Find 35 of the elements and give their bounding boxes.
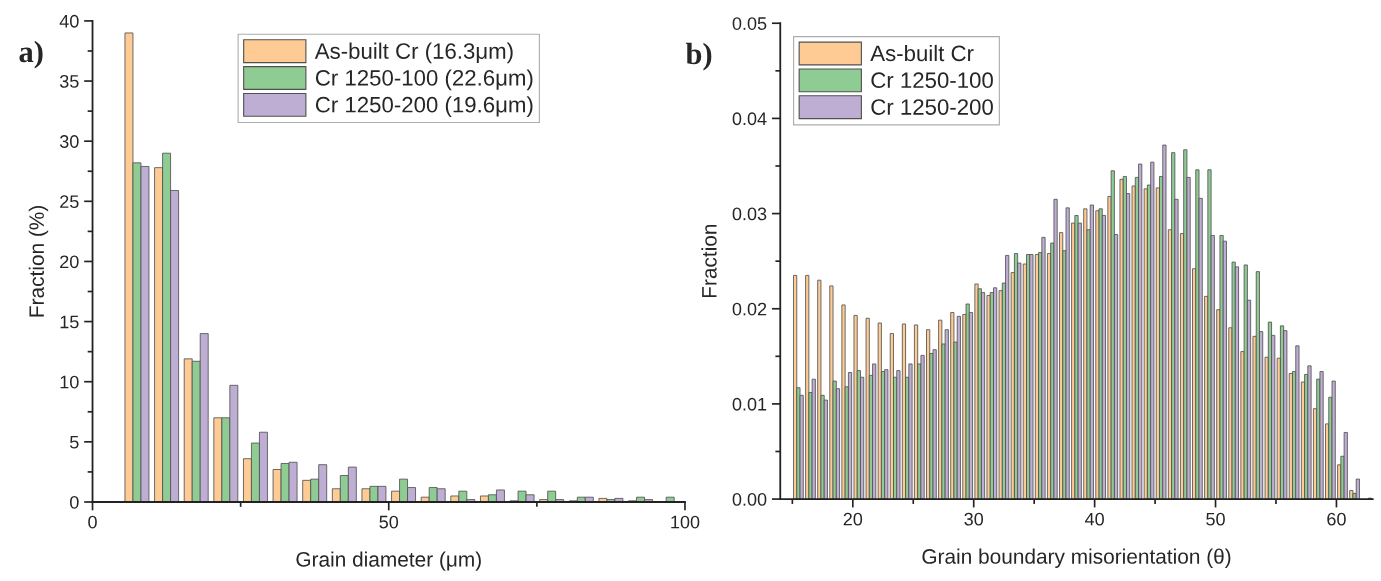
legend-label: Cr 1250-200: [871, 99, 993, 115]
x-tick-label: 60: [1327, 512, 1346, 526]
y-tick-label: 0.01: [732, 397, 767, 411]
y-tick-label: 15: [60, 315, 79, 329]
text: b): [685, 42, 712, 71]
y-tick-label: 0.00: [732, 493, 767, 506]
x-tick-label: 0: [88, 515, 97, 529]
y-axis-title: Fraction (%): [28, 206, 49, 317]
y-tick-label: 20: [60, 255, 79, 269]
y-tick-label: 10: [60, 375, 79, 389]
x-axis-title: Grain boundary misorientation (θ): [922, 548, 1231, 568]
x-tick-label: 50: [379, 515, 399, 529]
y-tick-label: 0: [70, 495, 79, 509]
legend-label: As-built Cr (16.3μm): [314, 42, 513, 64]
y-axis-title: Fraction: [701, 224, 717, 298]
y-tick-label: 0.03: [732, 207, 767, 221]
y-tick-label: 30: [59, 135, 79, 148]
text: a): [19, 40, 43, 69]
y-tick-label: 40: [59, 14, 79, 28]
x-tick-label: 40: [1085, 512, 1104, 526]
y-tick-label: 25: [60, 195, 79, 209]
legend-label: As-built Cr: [870, 44, 974, 62]
x-tick-label: 50: [1206, 512, 1225, 526]
x-tick-label: 20: [843, 512, 863, 526]
y-tick-label: 0.02: [732, 302, 767, 316]
x-tick-label: 30: [964, 512, 984, 526]
legend-label: Cr 1250-200 (19.6μm): [315, 96, 533, 117]
y-tick-label: 0.04: [732, 112, 767, 126]
y-tick-label: 0.05: [732, 17, 767, 30]
x-tick-label: 100: [671, 515, 700, 529]
y-tick-label: 5: [70, 435, 79, 449]
x-axis-title: Grain diameter (μm): [296, 551, 481, 571]
legend-label: Cr 1250-100: [871, 72, 993, 89]
y-tick-label: 35: [59, 74, 79, 88]
legend-label: Cr 1250-100 (22.6μm): [315, 69, 533, 91]
